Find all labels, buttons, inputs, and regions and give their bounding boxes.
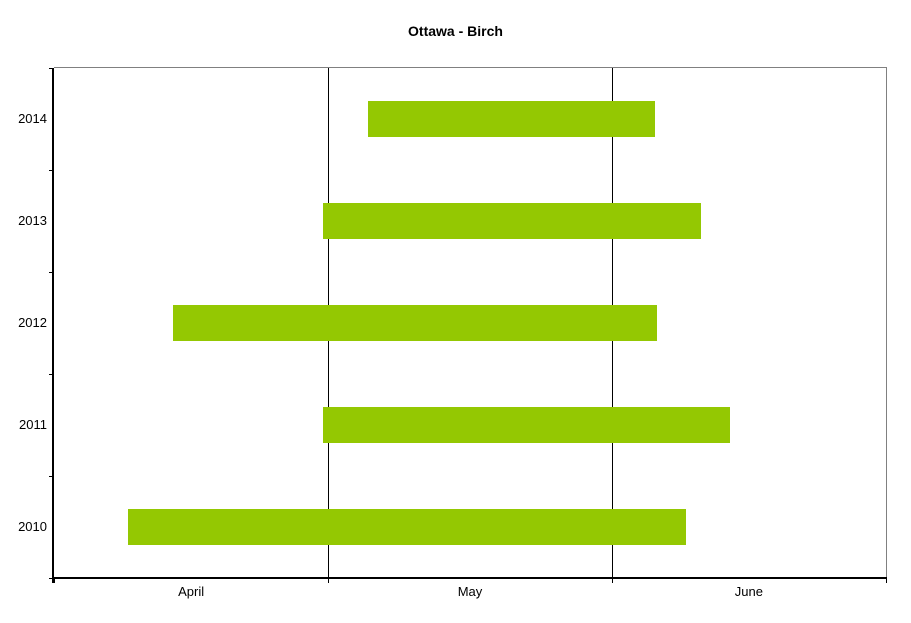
y-tick-5 xyxy=(49,578,54,579)
y-tick-0 xyxy=(49,68,54,69)
y-label-2011: 2011 xyxy=(19,417,47,432)
x-tick-3 xyxy=(886,577,887,583)
range-bar-2011 xyxy=(322,407,730,443)
y-tick-2 xyxy=(49,272,54,273)
range-bar-2013 xyxy=(322,203,702,239)
y-tick-3 xyxy=(49,374,54,375)
x-tick-1 xyxy=(328,577,330,583)
x-label-may: May xyxy=(457,584,483,599)
x-axis-labels: April May June xyxy=(0,584,911,602)
y-tick-1 xyxy=(49,170,54,171)
y-tick-4 xyxy=(49,476,54,477)
y-label-2012: 2012 xyxy=(18,315,47,330)
y-axis-labels: 2014 2013 2012 2011 2010 xyxy=(0,68,47,578)
range-bar-2012 xyxy=(172,305,658,341)
chart-title: Ottawa - Birch xyxy=(408,23,503,39)
y-label-2014: 2014 xyxy=(18,111,47,126)
plot-border-top xyxy=(54,67,887,68)
y-axis-line xyxy=(52,68,54,583)
range-bar-2010 xyxy=(128,509,686,545)
x-tick-0 xyxy=(54,577,55,583)
y-label-2013: 2013 xyxy=(18,213,47,228)
plot-area xyxy=(54,68,886,578)
range-bar-2014 xyxy=(367,101,655,137)
y-label-2010: 2010 xyxy=(18,519,47,534)
x-tick-2 xyxy=(611,577,613,583)
plot-border-right xyxy=(886,67,887,578)
x-label-june: June xyxy=(734,584,763,599)
x-axis-line xyxy=(52,577,886,579)
x-label-april: April xyxy=(178,584,205,599)
